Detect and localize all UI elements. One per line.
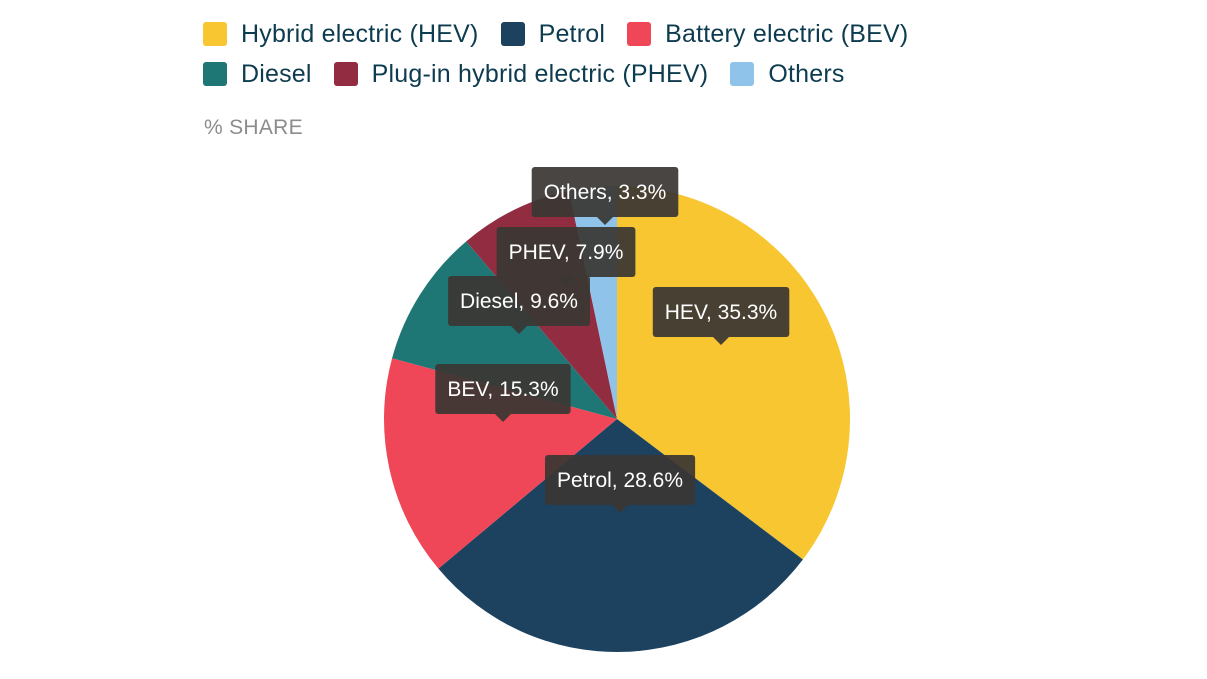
legend-swatch-petrol bbox=[500, 22, 525, 46]
legend-label-diesel: Diesel bbox=[241, 59, 312, 88]
legend-label-hev: Hybrid electric (HEV) bbox=[241, 19, 479, 48]
legend-swatch-bev bbox=[627, 22, 652, 46]
legend-label-phev: Plug-in hybrid electric (PHEV) bbox=[371, 59, 709, 88]
legend-swatch-phev bbox=[333, 62, 358, 86]
data-label-pointer-bev bbox=[495, 414, 511, 422]
legend-label-petrol: Petrol bbox=[538, 19, 606, 48]
data-label-text-diesel: Diesel, 9.6% bbox=[460, 290, 578, 313]
legend-swatch-hev bbox=[203, 22, 227, 46]
data-label-box-phev bbox=[496, 227, 636, 277]
data-label-box-diesel bbox=[448, 276, 590, 326]
legend-label-bev: Battery electric (BEV) bbox=[665, 19, 909, 48]
unit-label: % SHARE bbox=[204, 116, 303, 139]
legend: Hybrid electric (HEV) Petrol Battery ele… bbox=[203, 14, 963, 94]
legend-item-phev[interactable]: Plug-in hybrid electric (PHEV) bbox=[333, 59, 709, 89]
data-label-diesel: Diesel, 9.6% bbox=[448, 276, 590, 334]
legend-item-others[interactable]: Others bbox=[730, 60, 844, 89]
data-label-phev: PHEV, 7.9% bbox=[496, 227, 636, 285]
legend-swatch-diesel bbox=[203, 62, 227, 86]
data-label-box-petrol bbox=[545, 455, 696, 505]
data-label-hev: HEV, 35.3% bbox=[652, 287, 790, 345]
legend-label-others: Others bbox=[768, 59, 845, 88]
data-label-text-petrol: Petrol, 28.6% bbox=[557, 469, 683, 492]
legend-swatch-others bbox=[730, 62, 755, 86]
data-label-text-others: Others, 3.3% bbox=[544, 181, 667, 204]
data-label-others: Others, 3.3% bbox=[531, 167, 679, 225]
data-label-text-phev: PHEV, 7.9% bbox=[509, 241, 624, 264]
legend-item-hev[interactable]: Hybrid electric (HEV) bbox=[203, 20, 479, 49]
legend-row-2: Diesel Plug-in hybrid electric (PHEV) Ot… bbox=[203, 54, 963, 94]
legend-item-bev[interactable]: Battery electric (BEV) bbox=[627, 20, 908, 49]
data-label-pointer-hev bbox=[713, 337, 729, 345]
data-label-pointer-diesel bbox=[511, 326, 527, 334]
data-label-bev: BEV, 15.3% bbox=[435, 364, 571, 422]
data-label-box-others bbox=[531, 167, 679, 217]
callouts-layer: HEV, 35.3% Petrol, 28.6% BEV, 15.3% Diesel,… bbox=[435, 167, 790, 513]
data-label-text-hev: HEV, 35.3% bbox=[665, 301, 777, 324]
data-label-pointer-others bbox=[597, 217, 613, 225]
legend-item-diesel[interactable]: Diesel bbox=[203, 60, 312, 89]
data-label-petrol: Petrol, 28.6% bbox=[545, 455, 696, 513]
data-label-pointer-phev bbox=[558, 277, 574, 285]
data-label-box-bev bbox=[435, 364, 571, 414]
legend-row-1: Hybrid electric (HEV) Petrol Battery ele… bbox=[203, 14, 963, 54]
pie-slice-petrol[interactable] bbox=[438, 419, 803, 652]
data-label-pointer-petrol bbox=[612, 505, 628, 513]
data-label-text-bev: BEV, 15.3% bbox=[447, 378, 558, 401]
pie-slice-hev[interactable] bbox=[617, 186, 851, 560]
legend-item-petrol[interactable]: Petrol bbox=[500, 19, 606, 49]
data-label-box-hev bbox=[652, 287, 790, 337]
